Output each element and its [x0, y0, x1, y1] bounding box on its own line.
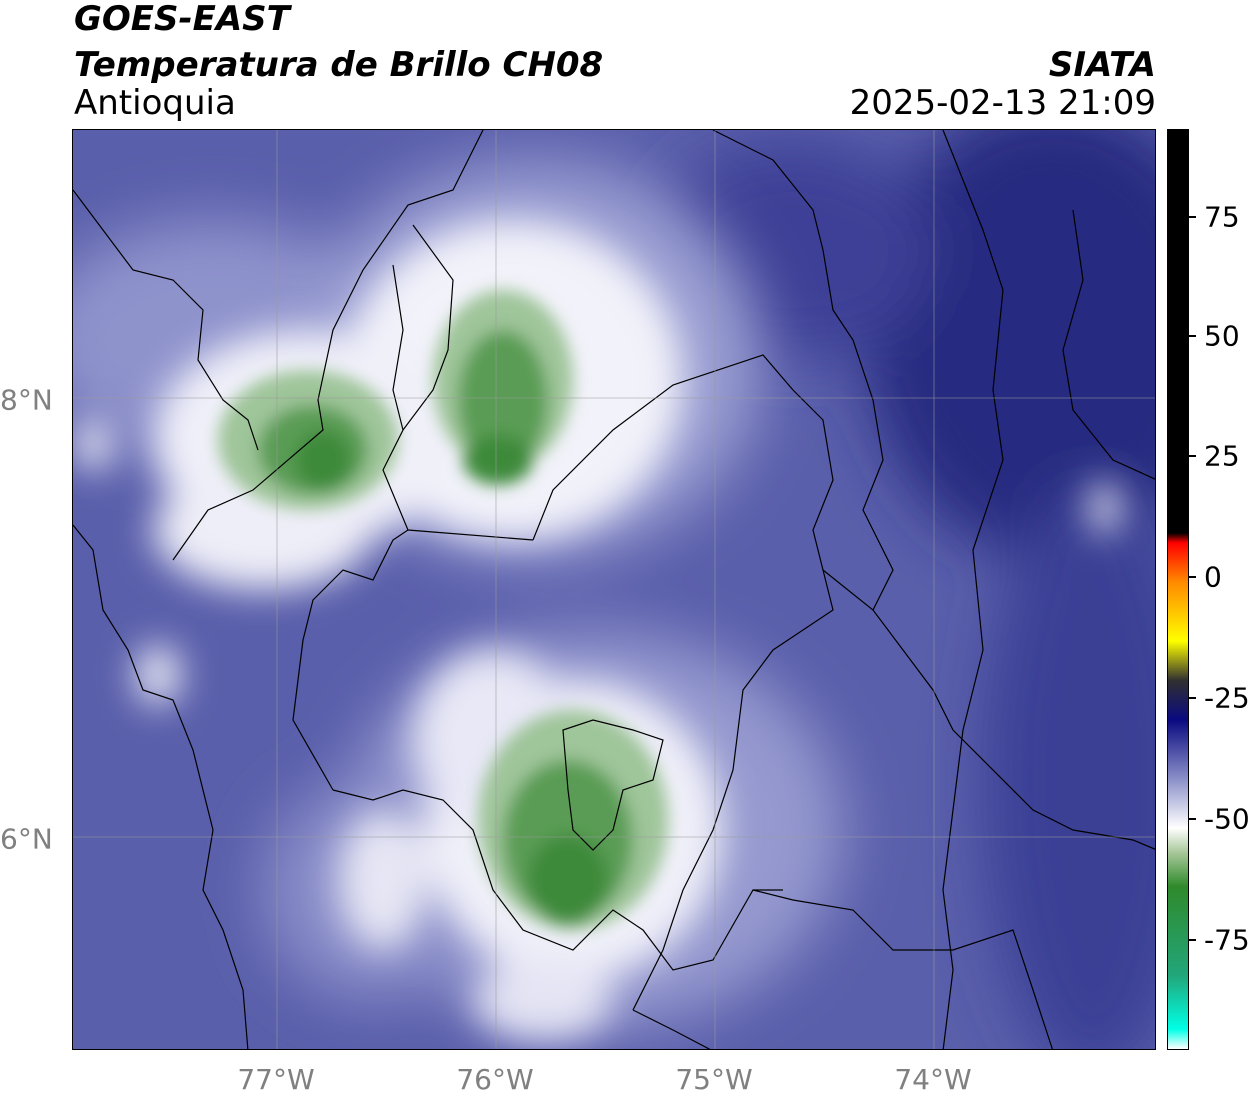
east-border-3	[1062, 209, 1155, 480]
colorbar-tick	[1188, 576, 1196, 578]
colorbar-tick	[1188, 939, 1196, 941]
satellite-map	[72, 129, 1156, 1050]
colorbar-label-minus75: -75	[1204, 923, 1250, 957]
colorbar-tick	[1188, 455, 1196, 457]
colorbar-label-50: 50	[1204, 319, 1240, 353]
map-canvas	[73, 130, 1155, 1049]
medellin-area	[562, 719, 664, 851]
lon-label-75w: 75°W	[675, 1063, 753, 1096]
agency-label: SIATA	[1048, 45, 1156, 85]
lat-label-6n: 6°N	[0, 822, 53, 856]
south-border-2	[632, 1009, 711, 1049]
lon-label-77w: 77°W	[237, 1063, 315, 1096]
colorbar-label-75: 75	[1204, 200, 1240, 234]
colorbar-label-minus25: -25	[1204, 681, 1250, 715]
lon-label-74w: 74°W	[894, 1063, 972, 1096]
antioquia-south	[332, 789, 783, 971]
colorbar-label-25: 25	[1204, 439, 1240, 473]
deep-blue-region	[653, 130, 1155, 1049]
colorbar	[1167, 129, 1189, 1050]
graticule	[73, 130, 1155, 1049]
datetime-label: 2025-02-13 21:09	[849, 83, 1156, 123]
product-title: Temperatura de Brillo CH08	[74, 45, 604, 85]
lon-label-76w: 76°W	[456, 1063, 534, 1096]
colorbar-tick	[1188, 697, 1196, 699]
south-border	[752, 889, 1053, 1049]
colorbar-label-minus50: -50	[1204, 802, 1250, 836]
colorbar-label-0: 0	[1204, 560, 1222, 594]
borders	[73, 130, 1155, 1049]
east-border-1	[712, 130, 894, 611]
satellite-title: GOES-EAST	[74, 0, 290, 39]
colombia-panama-border	[172, 130, 484, 561]
region-label: Antioquia	[74, 83, 236, 123]
colorbar-tick	[1188, 818, 1196, 820]
antioquia-east	[532, 354, 834, 1011]
colorbar-tick	[1188, 335, 1196, 337]
cold-cloud-tops	[218, 290, 668, 930]
east-border-2	[942, 130, 1004, 1049]
antioquia-west	[292, 529, 409, 791]
colorbar-tick	[1188, 216, 1196, 218]
panama-coast	[73, 189, 259, 451]
lat-label-8n: 8°N	[0, 383, 53, 417]
pacific-coast	[73, 524, 249, 1049]
east-border-4	[822, 569, 1155, 850]
antioquia-north	[402, 224, 454, 431]
